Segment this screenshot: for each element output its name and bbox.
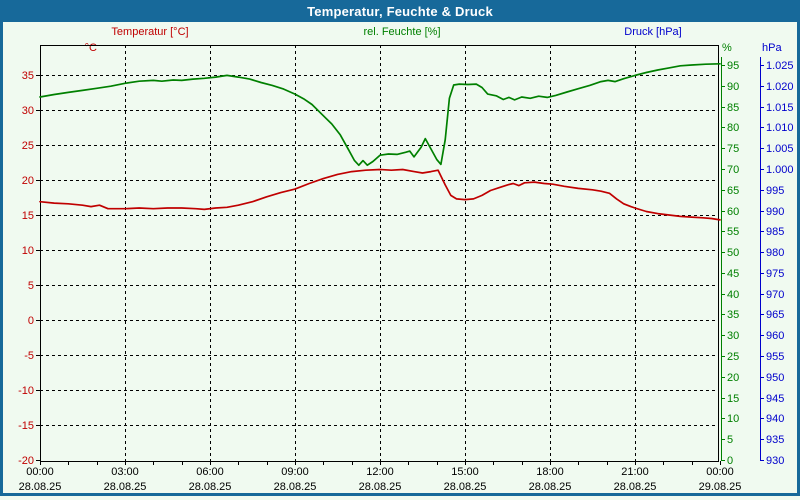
- temperature-tick-label: 20: [22, 175, 34, 187]
- humidity-tick-label: 65: [727, 185, 739, 197]
- humidity-tick-label: 25: [727, 351, 739, 363]
- temperature-axis-title: Temperatur [°C]: [111, 26, 189, 38]
- pressure-tick-label: 935: [766, 434, 784, 446]
- humidity-tick-label: 75: [727, 143, 739, 155]
- pressure-tick-label: 1.005: [766, 143, 794, 155]
- humidity-tick-label: 0: [727, 455, 733, 467]
- time-tick-label: 03:00: [111, 466, 139, 478]
- humidity-tick-label: 35: [727, 309, 739, 321]
- humidity-tick-label: 5: [727, 434, 733, 446]
- pressure-tick-label: 950: [766, 372, 784, 384]
- time-tick-label: 21:00: [621, 466, 649, 478]
- humidity-tick-label: 60: [727, 206, 739, 218]
- temperature-tick-label: 35: [22, 70, 34, 82]
- temperature-tick-label: -10: [18, 385, 34, 397]
- humidity-tick-label: 90: [727, 81, 739, 93]
- date-tick-label: 28.08.25: [614, 481, 657, 493]
- date-tick-label: 28.08.25: [19, 481, 62, 493]
- humidity-tick-label: 30: [727, 330, 739, 342]
- humidity-series: [39, 62, 721, 167]
- pressure-unit-label: hPa: [762, 42, 782, 54]
- temperature-tick-label: 5: [28, 280, 34, 292]
- temperature-tick-label: 30: [22, 105, 34, 117]
- pressure-tick-label: 990: [766, 206, 784, 218]
- time-tick-label: 00:00: [26, 466, 54, 478]
- temperature-tick-label: -20: [18, 455, 34, 467]
- pressure-tick-label: 1.010: [766, 122, 794, 134]
- date-tick-label: 28.08.25: [359, 481, 402, 493]
- humidity-tick-label: 50: [727, 247, 739, 259]
- temperature-axis: 35 30 25 20 15 10 5 0 -5 -10 -15 -20: [18, 70, 40, 467]
- humidity-tick-label: 15: [727, 393, 739, 405]
- pressure-axis-title: Druck [hPa]: [624, 26, 682, 38]
- date-tick-label: 28.08.25: [529, 481, 572, 493]
- pressure-tick-label: 930: [766, 455, 784, 467]
- pressure-tick-label: 970: [766, 289, 784, 301]
- gridlines: [40, 45, 718, 461]
- humidity-tick-label: 45: [727, 268, 739, 280]
- humidity-tick-label: 10: [727, 413, 739, 425]
- pressure-tick-label: 995: [766, 185, 784, 197]
- temperature-line: [39, 168, 721, 221]
- time-tick-label: 00:00: [706, 466, 734, 478]
- title-bar: Temperatur, Feuchte & Druck: [0, 0, 800, 22]
- humidity-line: [39, 62, 721, 167]
- pressure-tick-label: 945: [766, 393, 784, 405]
- date-tick-label: 28.08.25: [104, 481, 147, 493]
- humidity-tick-label: 95: [727, 60, 739, 72]
- window-title: Temperatur, Feuchte & Druck: [307, 3, 493, 19]
- temperature-tick-label: 25: [22, 140, 34, 152]
- plot-frame: [40, 45, 719, 462]
- pressure-tick-label: 940: [766, 413, 784, 425]
- humidity-tick-label: 40: [727, 289, 739, 301]
- date-tick-label: 29.08.25: [699, 481, 742, 493]
- humidity-tick-label: 70: [727, 164, 739, 176]
- time-tick-label: 06:00: [196, 466, 224, 478]
- temperature-tick-label: -15: [18, 420, 34, 432]
- pressure-tick-label: 1.000: [766, 164, 794, 176]
- date-tick-label: 28.08.25: [444, 481, 487, 493]
- pressure-tick-label: 980: [766, 247, 784, 259]
- pressure-axis: 1.025 1.020 1.015 1.010 1.005 1.000 995 990 985 9…: [760, 57, 794, 467]
- humidity-tick-label: 55: [727, 226, 739, 238]
- humidity-axis-title: rel. Feuchte [%]: [363, 26, 441, 38]
- time-tick-label: 09:00: [281, 466, 309, 478]
- date-tick-label: 28.08.25: [189, 481, 232, 493]
- pressure-tick-label: 960: [766, 330, 784, 342]
- pressure-tick-label: 955: [766, 351, 784, 363]
- pressure-tick-label: 1.025: [766, 60, 794, 72]
- time-axis: 00:00 28.08.25 03:00 28.08.25 06:00 28.08.25 0…: [19, 461, 742, 493]
- humidity-tick-label: 85: [727, 102, 739, 114]
- time-tick-label: 12:00: [366, 466, 394, 478]
- frame: [40, 45, 719, 462]
- time-tick-label: 15:00: [451, 466, 479, 478]
- humidity-tick-label: 20: [727, 372, 739, 384]
- pressure-tick-label: 985: [766, 226, 784, 238]
- pressure-tick-label: 1.015: [766, 102, 794, 114]
- humidity-tick-label: 80: [727, 122, 739, 134]
- pressure-tick-label: 965: [766, 309, 784, 321]
- humidity-unit-label: %: [722, 42, 732, 54]
- temperature-series: [39, 168, 721, 221]
- pressure-tick-label: 975: [766, 268, 784, 280]
- temperature-tick-label: 15: [22, 210, 34, 222]
- time-tick-label: 18:00: [536, 466, 564, 478]
- temperature-tick-label: 10: [22, 245, 34, 257]
- temperature-tick-label: -5: [24, 350, 34, 362]
- pressure-tick-label: 1.020: [766, 81, 794, 93]
- temperature-tick-label: 0: [28, 315, 34, 327]
- date-tick-label: 28.08.25: [274, 481, 317, 493]
